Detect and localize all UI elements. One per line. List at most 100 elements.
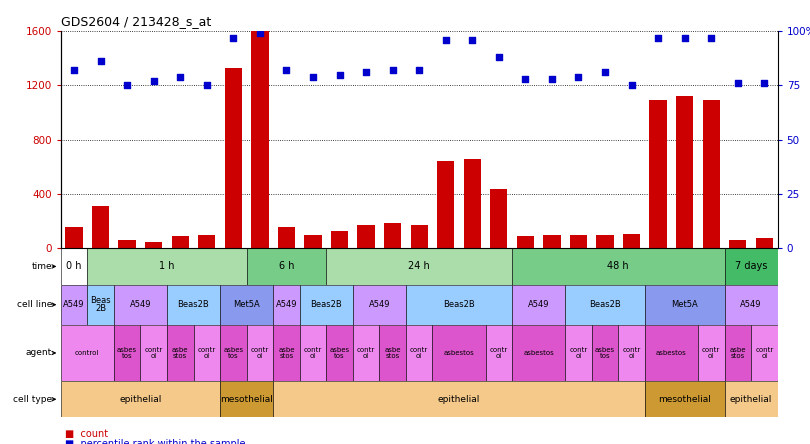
Text: epithelial: epithelial — [730, 395, 772, 404]
Text: 48 h: 48 h — [608, 262, 629, 271]
Text: Beas2B: Beas2B — [589, 300, 621, 309]
Text: 24 h: 24 h — [408, 262, 430, 271]
Bar — [698, 325, 724, 381]
Bar — [118, 240, 136, 248]
Text: asbe
stos: asbe stos — [385, 347, 401, 359]
Text: asbestos: asbestos — [444, 350, 475, 356]
Bar — [384, 222, 401, 248]
Text: contr
ol: contr ol — [198, 347, 216, 359]
Bar — [114, 285, 167, 325]
Text: Beas2B: Beas2B — [443, 300, 475, 309]
Point — [67, 67, 80, 74]
Text: contr
ol: contr ol — [251, 347, 269, 359]
Text: asbestos: asbestos — [656, 350, 687, 356]
Text: ■  count: ■ count — [65, 429, 108, 440]
Text: asbes
tos: asbes tos — [117, 347, 137, 359]
Bar — [379, 325, 406, 381]
Text: contr
ol: contr ol — [357, 347, 375, 359]
Bar — [751, 325, 778, 381]
Bar — [724, 381, 778, 417]
Bar — [517, 236, 534, 248]
Bar — [433, 325, 485, 381]
Text: agent: agent — [26, 349, 52, 357]
Bar — [406, 325, 433, 381]
Bar — [326, 325, 353, 381]
Text: epithelial: epithelial — [438, 395, 480, 404]
Point — [519, 75, 532, 83]
Text: 1 h: 1 h — [160, 262, 175, 271]
Text: cell line: cell line — [17, 300, 52, 309]
Text: ■  percentile rank within the sample: ■ percentile rank within the sample — [65, 439, 245, 444]
Text: Beas
2B: Beas 2B — [90, 296, 111, 313]
Bar — [114, 325, 140, 381]
Bar — [645, 381, 724, 417]
Text: A549: A549 — [369, 300, 390, 309]
Text: A549: A549 — [275, 300, 297, 309]
Bar — [194, 325, 220, 381]
Point — [466, 36, 479, 44]
Bar — [544, 235, 561, 248]
Text: time: time — [32, 262, 52, 271]
Bar — [645, 285, 724, 325]
Bar — [565, 325, 592, 381]
Bar — [623, 234, 640, 248]
Text: asbestos: asbestos — [523, 350, 554, 356]
Text: Beas2B: Beas2B — [177, 300, 209, 309]
Bar — [167, 325, 194, 381]
Point — [651, 34, 664, 41]
Bar — [172, 236, 189, 248]
Bar — [305, 235, 322, 248]
Bar — [565, 285, 645, 325]
Point — [758, 79, 771, 87]
Point — [94, 58, 107, 65]
Text: contr
ol: contr ol — [622, 347, 641, 359]
Bar — [198, 235, 215, 248]
Text: A549: A549 — [528, 300, 549, 309]
Text: mesothelial: mesothelial — [659, 395, 711, 404]
Text: contr
ol: contr ol — [304, 347, 322, 359]
Bar — [353, 285, 406, 325]
Point — [280, 67, 293, 74]
Text: Met5A: Met5A — [671, 300, 698, 309]
Bar — [273, 325, 300, 381]
Bar — [87, 285, 114, 325]
Bar — [273, 381, 645, 417]
Point — [599, 69, 612, 76]
Bar — [278, 227, 295, 248]
Bar — [729, 239, 746, 248]
Bar — [724, 325, 751, 381]
Bar — [592, 325, 618, 381]
Bar — [246, 325, 273, 381]
Bar — [437, 162, 454, 248]
Text: A549: A549 — [63, 300, 85, 309]
Bar — [650, 100, 667, 248]
Text: asbes
tos: asbes tos — [330, 347, 350, 359]
Point — [333, 71, 346, 78]
Text: cell type: cell type — [13, 395, 52, 404]
Point — [492, 54, 505, 61]
Bar — [273, 285, 300, 325]
Bar — [92, 206, 109, 248]
Text: Met5A: Met5A — [233, 300, 260, 309]
Point — [572, 73, 585, 80]
Bar — [411, 225, 428, 248]
Bar — [724, 285, 778, 325]
Bar — [300, 325, 326, 381]
Bar — [756, 238, 773, 248]
Point — [121, 82, 134, 89]
Bar — [512, 325, 565, 381]
Bar — [300, 285, 353, 325]
Bar — [326, 248, 512, 285]
Point — [731, 79, 744, 87]
Bar — [463, 159, 481, 248]
Bar — [220, 285, 273, 325]
Bar — [490, 189, 507, 248]
Point — [678, 34, 691, 41]
Text: contr
ol: contr ol — [144, 347, 163, 359]
Point — [147, 78, 160, 85]
Bar — [724, 248, 778, 285]
Text: A549: A549 — [130, 300, 151, 309]
Bar — [676, 96, 693, 248]
Point — [439, 36, 452, 44]
Text: asbes
tos: asbes tos — [224, 347, 243, 359]
